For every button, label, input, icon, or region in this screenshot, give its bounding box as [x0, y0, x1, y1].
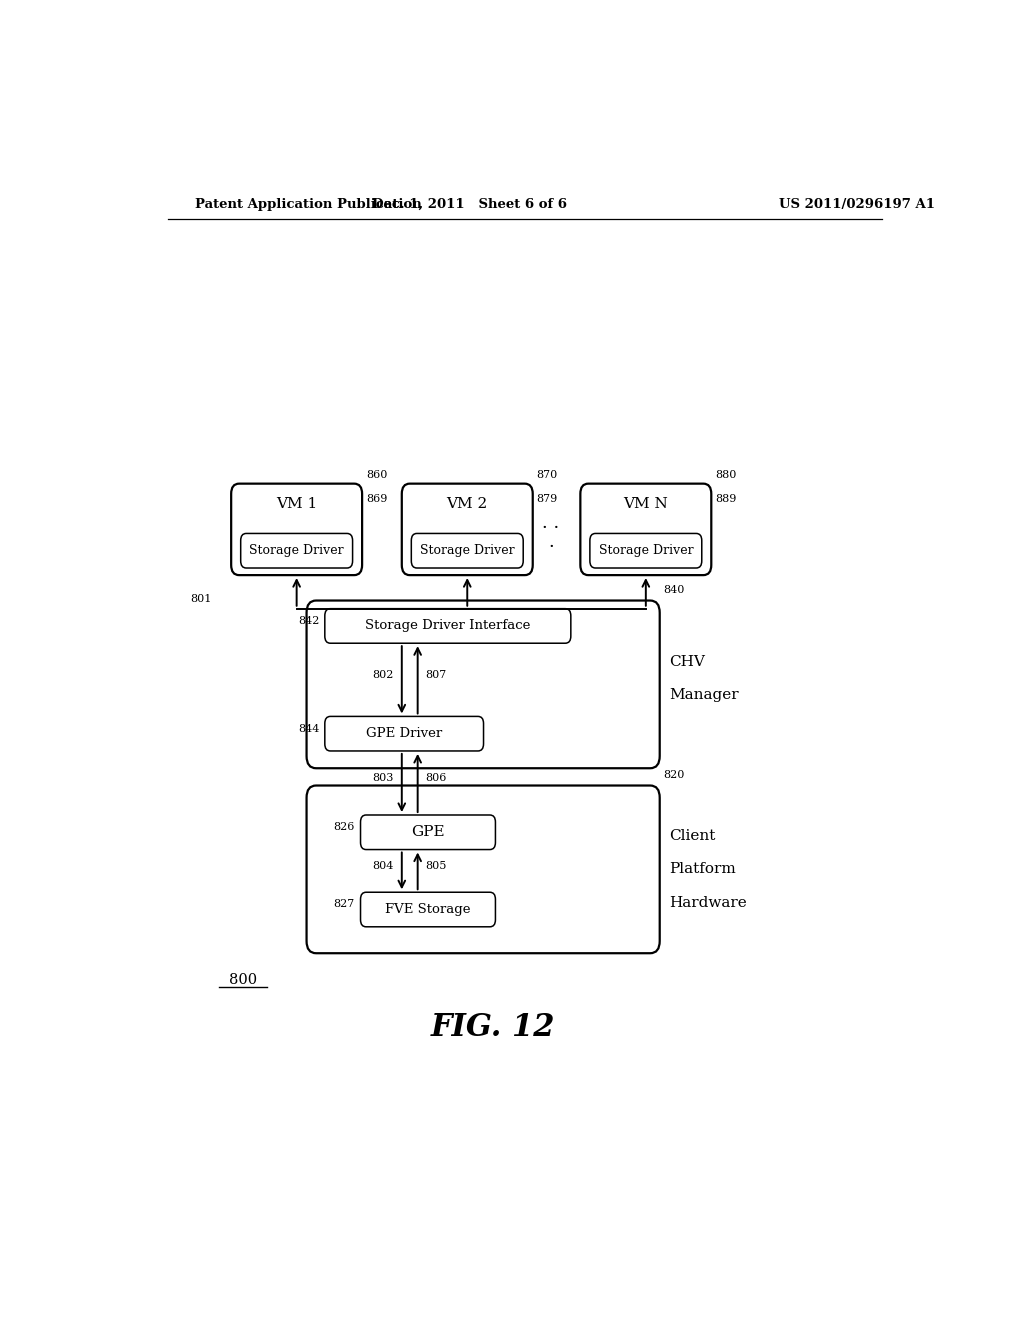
Text: 869: 869	[367, 494, 387, 504]
Text: VM N: VM N	[624, 496, 669, 511]
Text: 807: 807	[426, 669, 446, 680]
Text: Patent Application Publication: Patent Application Publication	[196, 198, 422, 211]
Text: GPE Driver: GPE Driver	[366, 727, 442, 741]
Text: 800: 800	[229, 973, 257, 986]
FancyBboxPatch shape	[590, 533, 701, 568]
Text: 805: 805	[426, 861, 446, 871]
FancyBboxPatch shape	[581, 483, 712, 576]
Text: 827: 827	[334, 899, 355, 909]
Text: Storage Driver: Storage Driver	[249, 544, 344, 557]
FancyBboxPatch shape	[241, 533, 352, 568]
Text: CHV: CHV	[670, 655, 706, 669]
FancyBboxPatch shape	[325, 717, 483, 751]
Text: 860: 860	[367, 470, 387, 479]
Text: · ·: · ·	[543, 519, 559, 537]
Text: Manager: Manager	[670, 688, 739, 701]
FancyBboxPatch shape	[401, 483, 532, 576]
Text: 804: 804	[373, 861, 394, 871]
Text: Storage Driver Interface: Storage Driver Interface	[366, 619, 530, 632]
Text: 870: 870	[537, 470, 558, 479]
Text: Hardware: Hardware	[670, 896, 746, 909]
Text: ·: ·	[548, 537, 554, 556]
Text: 801: 801	[190, 594, 211, 603]
Text: FIG. 12: FIG. 12	[431, 1012, 555, 1043]
Text: 880: 880	[715, 470, 736, 479]
FancyBboxPatch shape	[325, 609, 570, 643]
Text: 840: 840	[664, 586, 685, 595]
Text: 889: 889	[715, 494, 736, 504]
FancyBboxPatch shape	[306, 785, 659, 953]
Text: VM 1: VM 1	[276, 496, 317, 511]
FancyBboxPatch shape	[360, 814, 496, 850]
Text: US 2011/0296197 A1: US 2011/0296197 A1	[778, 198, 935, 211]
Text: 879: 879	[537, 494, 558, 504]
Text: 806: 806	[426, 774, 446, 783]
Text: 842: 842	[298, 616, 319, 626]
FancyBboxPatch shape	[231, 483, 362, 576]
FancyBboxPatch shape	[306, 601, 659, 768]
FancyBboxPatch shape	[360, 892, 496, 927]
Text: 826: 826	[334, 822, 355, 832]
Text: VM 2: VM 2	[446, 496, 487, 511]
Text: 803: 803	[373, 774, 394, 783]
Text: Storage Driver: Storage Driver	[598, 544, 693, 557]
Text: 802: 802	[373, 669, 394, 680]
Text: 844: 844	[298, 723, 319, 734]
Text: Storage Driver: Storage Driver	[420, 544, 515, 557]
Text: Dec. 1, 2011   Sheet 6 of 6: Dec. 1, 2011 Sheet 6 of 6	[372, 198, 566, 211]
Text: GPE: GPE	[412, 825, 444, 840]
Text: 820: 820	[664, 771, 685, 780]
Text: FVE Storage: FVE Storage	[385, 903, 471, 916]
Text: Client: Client	[670, 829, 716, 843]
Text: Platform: Platform	[670, 862, 736, 876]
FancyBboxPatch shape	[412, 533, 523, 568]
